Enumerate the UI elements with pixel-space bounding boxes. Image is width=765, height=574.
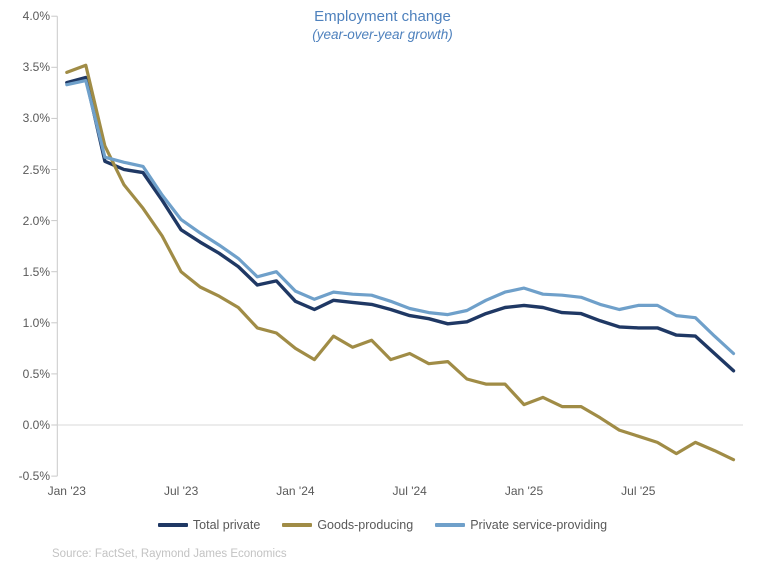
y-tick-label: 0.0% [22, 418, 50, 432]
y-tick-label: 2.5% [22, 162, 50, 177]
chart-title-block: Employment change (year-over-year growth… [0, 7, 765, 44]
y-tick-label: 2.0% [22, 213, 50, 228]
y-tick-label: 1.0% [22, 315, 50, 330]
x-tick-label: Jan '24 [276, 484, 315, 498]
line-private-service-providing [65, 78, 736, 356]
legend-item-total-private: Total private [157, 518, 261, 532]
x-tick-label: Jan '23 [47, 484, 86, 498]
x-tick-label: Jan '25 [504, 484, 544, 498]
x-tick-label: Jul '25 [621, 484, 656, 498]
source-note: Source: FactSet, Raymond James Economics [52, 548, 287, 560]
y-tick-label: 3.5% [22, 60, 50, 75]
legend-label-goods-producing: Goods-producing [317, 518, 414, 532]
x-tick-label: Jul '24 [392, 484, 427, 498]
legend-item-private-service: Private service-providing [435, 518, 607, 532]
legend-label-private-service: Private service-providing [470, 518, 608, 532]
line-total-private [65, 75, 736, 373]
y-tick-label: 0.5% [22, 366, 50, 381]
legend-item-goods-producing: Goods-producing [282, 518, 413, 532]
line-goods-producing [65, 63, 736, 462]
legend-line-swatch-goods-producing [282, 523, 313, 527]
y-tick-label: -0.5% [18, 469, 50, 484]
y-tick-label: 3.0% [22, 111, 50, 126]
x-tick-label: Jul '23 [163, 484, 199, 498]
legend-label-total-private: Total private [192, 518, 261, 532]
legend: Total private Goods-producing Private se… [0, 518, 765, 532]
chart-title: Employment change [314, 8, 451, 25]
legend-line-swatch-private-service [435, 523, 466, 527]
legend-line-swatch-total-private [157, 523, 188, 527]
chart-subtitle: (year-over-year growth) [312, 27, 453, 42]
y-tick-label: 4.0% [22, 9, 50, 24]
y-tick-label: 1.5% [22, 264, 50, 279]
